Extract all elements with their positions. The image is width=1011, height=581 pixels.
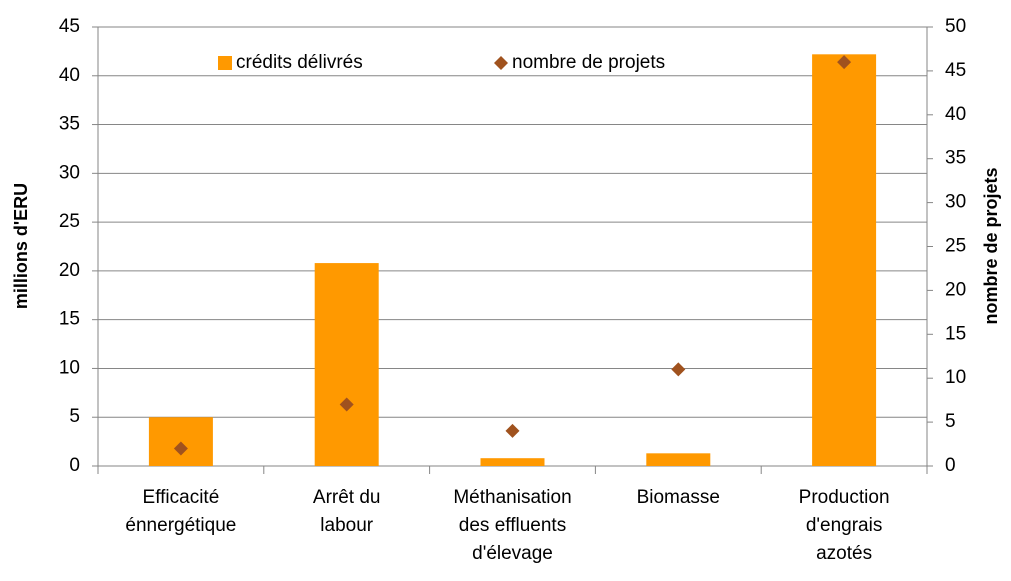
y2-tick-label: 40 — [945, 104, 966, 125]
bar — [314, 263, 379, 466]
y-tick-label: 45 — [59, 16, 80, 37]
y2-tick-label: 30 — [945, 192, 966, 213]
x-tick-label: Efficacité énnergétique — [125, 487, 236, 536]
x-tick-label: Biomasse — [637, 487, 720, 508]
y-tick-label: 0 — [69, 455, 80, 476]
y2-tick-label: 5 — [945, 411, 956, 432]
x-tick-label: Méthanisation des effluents d'élevage — [453, 487, 571, 564]
point — [505, 423, 520, 438]
y2-axis-title: nombre de projets — [981, 167, 1001, 324]
y2-tick-label: 35 — [945, 148, 966, 169]
y2-tick-label: 45 — [945, 60, 966, 81]
legend-label: crédits délivrés — [236, 52, 363, 73]
point — [837, 55, 852, 70]
y-tick-label: 15 — [59, 309, 80, 330]
bar — [480, 458, 545, 466]
y-tick-label: 10 — [59, 357, 80, 378]
y-tick-label: 40 — [59, 65, 80, 86]
y2-tick-label: 25 — [945, 236, 966, 257]
y-tick-label: 25 — [59, 211, 80, 232]
y-tick-label: 30 — [59, 162, 80, 183]
y2-tick-label: 15 — [945, 323, 966, 344]
y-tick-label: 5 — [69, 406, 80, 427]
y-axis-title: millions d'ERU — [11, 183, 31, 309]
y2-tick-label: 0 — [945, 455, 956, 476]
y-tick-label: 20 — [59, 260, 80, 281]
bar — [646, 453, 711, 466]
point — [671, 362, 686, 377]
point — [173, 441, 188, 456]
point — [339, 397, 354, 412]
y-tick-label: 35 — [59, 114, 80, 135]
legend-swatch — [494, 56, 508, 70]
legend-swatch — [218, 56, 232, 70]
y2-tick-label: 10 — [945, 367, 966, 388]
x-tick-label: Production d'engrais azotés — [799, 487, 890, 564]
bar — [812, 54, 877, 467]
legend-label: nombre de projets — [512, 52, 665, 73]
y2-tick-label: 50 — [945, 16, 966, 37]
x-tick-label: Arrêt du labour — [313, 487, 381, 536]
y2-tick-label: 20 — [945, 279, 966, 300]
